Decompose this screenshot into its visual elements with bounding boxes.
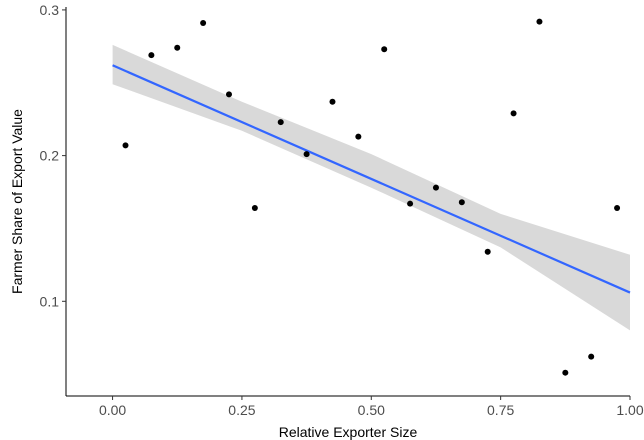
x-axis-title: Relative Exporter Size — [279, 424, 418, 440]
data-point — [588, 353, 595, 360]
y-tick-label: 0.1 — [40, 293, 60, 309]
regression-line — [112, 64, 631, 294]
data-point — [303, 151, 310, 158]
data-point — [536, 18, 543, 25]
data-point — [200, 20, 207, 27]
confidence-band — [112, 44, 631, 331]
data-point — [614, 205, 621, 212]
data-point — [251, 205, 258, 212]
y-tick-label: 0.3 — [40, 2, 60, 18]
data-point — [458, 199, 465, 206]
data-point — [510, 110, 517, 117]
data-points-layer — [122, 18, 621, 376]
data-point — [381, 46, 388, 53]
data-point — [562, 369, 569, 376]
data-point — [355, 133, 362, 140]
x-tick-label: 0.00 — [99, 402, 126, 418]
data-point — [277, 119, 284, 126]
data-point — [329, 98, 336, 105]
data-point — [432, 184, 439, 191]
data-point — [148, 52, 155, 59]
confidence-band-layer — [112, 44, 631, 331]
y-axis-title: Farmer Share of Export Value — [9, 109, 25, 294]
data-point — [225, 91, 232, 98]
data-point — [174, 44, 181, 51]
fit-line-layer — [112, 64, 631, 294]
x-tick-label: 1.00 — [616, 402, 643, 418]
axes-layer: 0.00 0.25 0.50 0.75 1.00 0.1 0.2 0.3 — [40, 2, 644, 418]
x-tick-label: 0.50 — [358, 402, 385, 418]
x-tick-label: 0.75 — [487, 402, 514, 418]
x-tick-label: 0.25 — [228, 402, 255, 418]
y-tick-label: 0.2 — [40, 148, 60, 164]
data-point — [122, 142, 129, 149]
data-point — [407, 200, 414, 207]
data-point — [484, 248, 491, 255]
